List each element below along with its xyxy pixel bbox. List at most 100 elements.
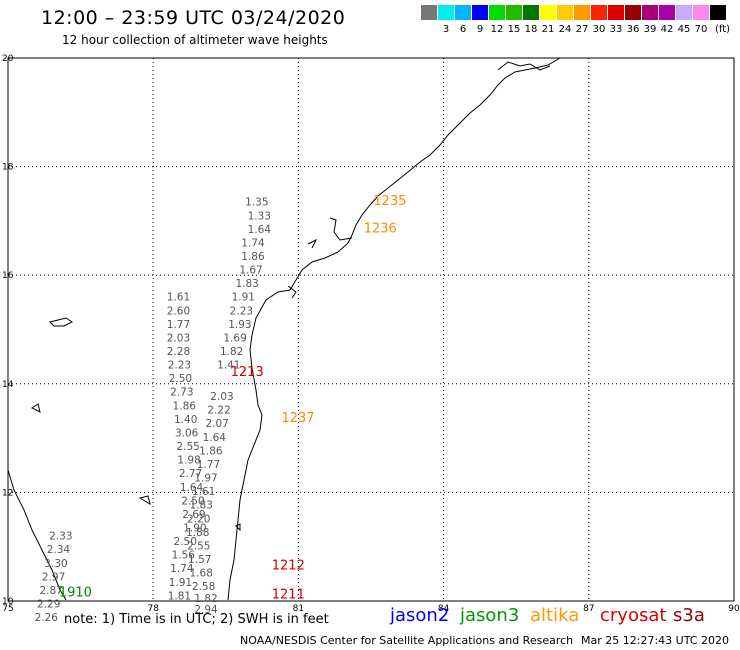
wave-height-value: 2.34 [47,544,71,556]
wave-height-value: 1.83 [235,278,258,290]
axis-ticks: 75 78 81 84 87 90 20 18 16 14 12 10 [2,54,740,614]
coastline [227,57,561,601]
lat-tick-label: 14 [2,380,14,390]
wave-height-value: 2.55 [176,441,199,453]
satellite-name-altika: altika [530,605,580,626]
wave-height-value: 2.69 [182,509,205,521]
footer-note: note: 1) Time is in UTC; 2) SWH is in fe… [64,612,329,627]
lon-tick-label: 90 [728,604,740,614]
color-swatch [489,5,505,20]
lon-tick-label: 81 [293,604,304,614]
pass-number-label: 1212 [272,559,305,574]
color-scale-label: 42 [660,24,674,35]
wave-height-value: 1.67 [239,265,262,277]
wave-height-value: 1.81 [168,590,191,602]
map-frame [7,57,735,602]
wave-height-value: 2.50 [174,536,197,548]
pass-number-label: 1910 [59,586,92,601]
wave-height-value: 2.07 [205,418,228,430]
color-swatch [506,5,522,20]
color-scale-label: 30 [592,24,606,35]
wave-height-value: 1.41 [217,360,240,372]
island-outline [31,317,241,532]
coastline-west [7,469,67,601]
wave-height-value: 1.86 [241,251,265,263]
wave-height-value: 1.74 [241,237,265,249]
wave-height-value: 1.91 [169,577,192,589]
wave-height-value: 1.64 [180,482,204,494]
color-swatch [523,5,539,20]
wave-height-value: 1.83 [190,500,213,512]
map-subtitle: 12 hour collection of altimeter wave hei… [62,33,328,47]
wave-height-value: 2.29 [37,599,60,611]
color-swatch [676,5,692,20]
credit-line: NOAA/NESDIS Center for Satellite Applica… [240,634,574,647]
color-swatch [540,5,556,20]
lon-tick-label: 84 [438,604,450,614]
color-scale-label: 9 [476,24,484,35]
color-swatch [625,5,641,20]
satellite-name-jason3: jason3 [460,605,520,626]
lon-tick-label: 87 [583,604,594,614]
wave-height-value: 1.69 [223,332,246,344]
pass-number-label: 1236 [364,221,397,236]
lat-tick-label: 20 [2,54,14,64]
color-swatch [693,5,709,20]
color-scale-label: 21 [541,24,555,35]
lon-tick-label: 78 [147,604,159,614]
color-swatch [710,5,726,20]
wave-height-value: 1.61 [167,292,190,304]
color-scale-label: 33 [609,24,623,35]
wave-height-value: 2.77 [179,468,202,480]
color-scale-label: 45 [677,24,691,35]
scale-unit-label: (ft) [715,24,731,35]
color-scale-label: 18 [524,24,538,35]
color-scale-label: 15 [507,24,521,35]
wave-height-value: 2.20 [187,513,210,525]
wave-height-value: 2.60 [167,305,190,317]
color-swatch [472,5,488,20]
wave-height-value: 1.98 [177,455,200,467]
wave-height-value: 1.61 [192,486,215,498]
wave-height-value: 1.88 [186,527,209,539]
color-scale-label: 6 [459,24,467,35]
color-swatch [557,5,573,20]
satellite-name-jason2: jason2 [390,605,450,626]
wave-height-value: 1.35 [245,197,268,209]
wave-height-value: 1.74 [170,563,194,575]
wave-height-value: 2.33 [49,531,72,543]
color-swatch [608,5,624,20]
pass-number-label: 1211 [272,587,305,602]
pass-number-label: 1213 [231,365,264,380]
wave-height-value: 1.77 [197,459,220,471]
wave-height-value: 1.33 [248,210,271,222]
wave-height-value: 2.23 [168,360,191,372]
color-scale-label: 70 [694,24,708,35]
wave-height-value: 2.22 [207,405,230,417]
wave-height-value: 2.03 [210,391,233,403]
wave-height-value: 2.55 [187,540,210,552]
wave-height-value: 2.26 [35,612,59,624]
satellite-name-s3a: s3a [673,605,705,626]
lat-tick-label: 10 [2,597,14,607]
wave-height-value: 1.86 [199,445,223,457]
wave-height-value: 1.40 [174,414,197,426]
color-swatch [574,5,590,20]
lon-tick-label: 75 [2,604,13,614]
lat-tick-label: 18 [2,163,14,173]
map-title: 12:00 – 23:59 UTC 03/24/2020 [41,7,346,29]
pass-number-label: 1237 [281,411,314,426]
wave-height-value: 2.28 [167,346,190,358]
wave-height-value: 2.87 [39,585,62,597]
color-swatch [421,5,437,20]
wave-height-value: 3.30 [44,558,67,570]
wave-height-value: 2.97 [42,571,65,583]
wave-height-value: 1.93 [228,319,251,331]
lat-lon-grid [7,57,735,602]
wave-height-value: 2.58 [192,581,215,593]
pass-labels: 1235 1236 1213 1237 1212 1211 1910 [59,194,407,602]
wave-height-value: 1.64 [248,224,272,236]
coastline-estuary [287,217,353,299]
wave-height-value: 2.73 [170,387,193,399]
